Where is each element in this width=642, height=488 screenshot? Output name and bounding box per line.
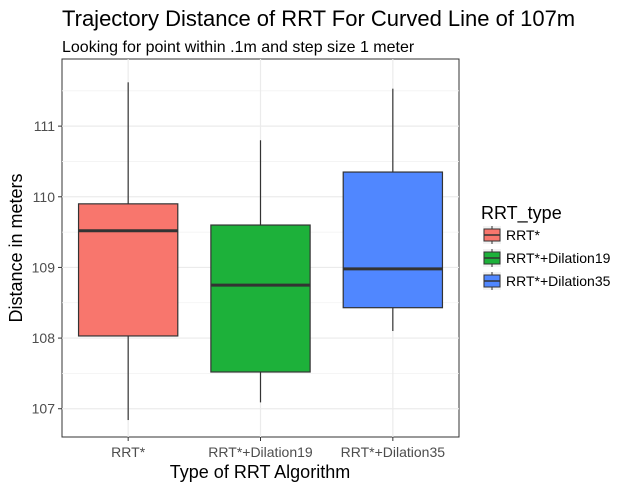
box-3	[342, 88, 444, 332]
legend-item: RRT*+Dilation19	[483, 249, 611, 267]
legend-label: RRT*	[506, 227, 541, 243]
y-tick-label: 111	[34, 118, 55, 134]
box-2	[210, 140, 311, 403]
y-axis: 107 108 109 110 111	[32, 118, 62, 417]
legend-title: RRT_type	[481, 203, 562, 224]
box-1	[77, 82, 179, 421]
x-tick-label: RRT*+Dilation35	[341, 444, 446, 460]
boxes	[77, 82, 444, 421]
box-body	[77, 203, 179, 337]
y-tick-label: 107	[32, 401, 56, 417]
x-tick-label: RRT*+Dilation19	[208, 444, 313, 460]
y-tick-label: 110	[33, 189, 56, 205]
y-tick-label: 108	[32, 330, 56, 346]
legend: RRT_type RRT* RRT*+Dilation19 RRT*+Dilatio…	[481, 203, 611, 290]
box-body	[210, 224, 311, 373]
legend-item: RRT*	[483, 226, 541, 244]
chart-subtitle: Looking for point within .1m and step si…	[62, 39, 415, 56]
y-axis-title: Distance in meters	[6, 173, 26, 322]
y-tick-label: 109	[32, 259, 56, 275]
legend-item: RRT*+Dilation35	[483, 272, 611, 290]
x-axis: RRT* RRT*+Dilation19 RRT*+Dilation35	[111, 437, 445, 460]
x-axis-title: Type of RRT Algorithm	[170, 462, 350, 482]
legend-label: RRT*+Dilation35	[506, 273, 611, 289]
x-tick-label: RRT*	[111, 444, 146, 460]
chart-title: Trajectory Distance of RRT For Curved Li…	[62, 6, 575, 31]
box-body	[342, 171, 444, 309]
legend-label: RRT*+Dilation19	[506, 250, 611, 266]
